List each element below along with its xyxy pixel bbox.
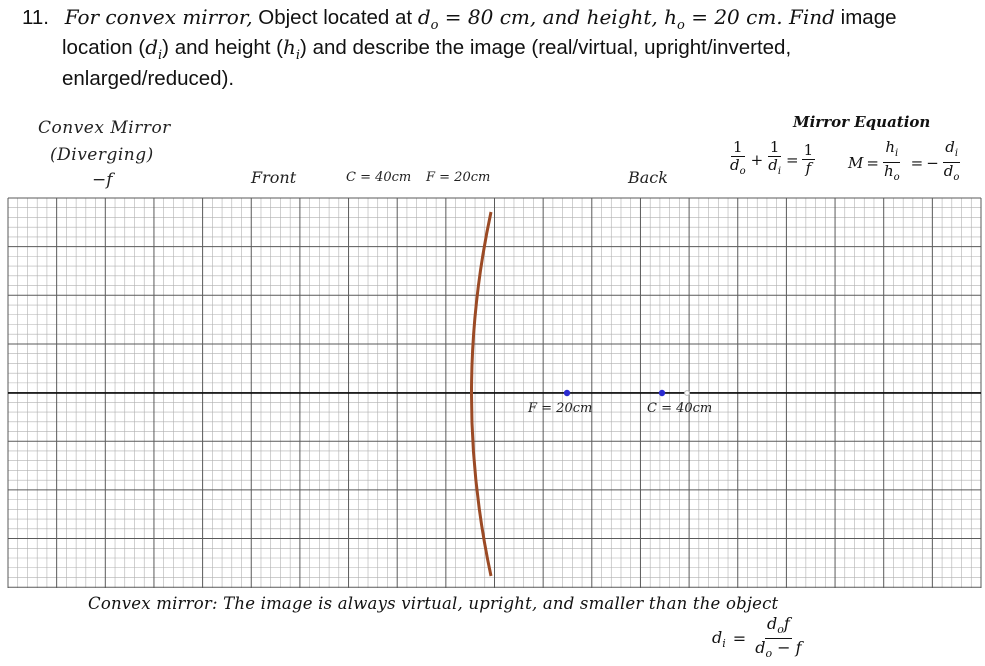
do-sub: o: [953, 172, 960, 183]
frac-hi-ho: hi ho: [882, 139, 902, 186]
question-line2-e: ) and describe the image (real/virtual, …: [300, 36, 792, 59]
frac-denominator: do − f: [753, 639, 803, 662]
f-value-label: F = 20cm: [426, 170, 491, 185]
convex-mirror-curve: [470, 211, 493, 577]
do-symbol: d: [730, 156, 740, 174]
frac-numerator: dof: [764, 614, 792, 640]
mirror-equation: 1 do + 1 di = 1 f: [728, 139, 816, 180]
mirror-title: Convex Mirror: [38, 118, 171, 138]
axis-focal-label: F = 20cm: [528, 401, 593, 416]
di-lhs: di: [712, 628, 726, 650]
hi-sub: i: [895, 148, 899, 159]
frac-numerator: 1: [767, 138, 782, 157]
var-do-sub: o: [430, 18, 439, 34]
frac-dof-over-do-minus-f: dof do − f: [753, 615, 803, 662]
magnification-equation: M = hi ho = − di do: [848, 139, 961, 186]
do-symbol: d: [943, 162, 954, 180]
var-ho-sub: o: [677, 18, 685, 34]
di-symbol: d: [945, 138, 955, 156]
frac-denominator: ho: [882, 163, 902, 186]
frac-1-f: 1 f: [801, 141, 816, 177]
equals-sign: =: [866, 153, 879, 172]
question-mirror-type: For convex mirror,: [64, 5, 253, 29]
plus-sign: +: [750, 150, 764, 169]
front-label: Front: [251, 168, 297, 187]
ho-sub: o: [893, 172, 900, 183]
question-line-2: location (di) and height (hi) and descri…: [62, 32, 791, 71]
do-symbol: d: [755, 638, 766, 658]
frac-numerator: 1: [731, 138, 745, 157]
di-sub: i: [722, 636, 726, 650]
axis-point-marker: [684, 390, 690, 396]
question-text-a: Object located at: [252, 6, 418, 29]
equals-sign: =: [786, 150, 799, 169]
minus-sign: −: [926, 153, 939, 172]
center-curvature-marker: [658, 389, 666, 397]
di-sub: i: [777, 166, 782, 177]
statement-description: : The image is always virtual, upright, …: [211, 594, 779, 613]
axis-center-label: C = 40cm: [647, 401, 713, 416]
mirror-subtitle: (Diverging): [50, 145, 154, 165]
minus-f: − f: [772, 638, 802, 658]
hi-symbol: h: [885, 138, 896, 156]
frac-1-di: 1 di: [766, 139, 783, 180]
do-symbol: d: [766, 614, 778, 633]
question-line3-text: enlarged/reduced).: [62, 67, 235, 90]
var-hi: h: [282, 35, 296, 59]
question-line-1: 11. For convex mirror, Object located at…: [22, 2, 897, 41]
var-do: d: [417, 5, 431, 29]
equals-sign: =: [910, 153, 924, 172]
question-line-3: enlarged/reduced).: [62, 63, 234, 94]
frac-denominator: do: [942, 163, 962, 186]
frac-numerator: hi: [883, 138, 901, 163]
equals-sign: =: [732, 629, 747, 649]
di-sub: i: [954, 148, 959, 159]
di-symbol: d: [768, 156, 778, 174]
question-text-d: image: [834, 6, 897, 29]
frac-denominator: di: [766, 157, 783, 180]
frac-1-do: 1 do: [728, 139, 748, 180]
question-number: 11.: [22, 6, 49, 29]
m-symbol: M: [848, 153, 864, 172]
frac-denominator: do: [728, 157, 748, 180]
frac-numerator: 1: [801, 141, 816, 160]
c-value-label: C = 40cm: [346, 170, 412, 185]
convex-mirror-statement: Convex mirror: The image is always virtu…: [88, 594, 778, 613]
question-text-c: = 20 cm. Find: [684, 5, 835, 29]
question-line2-a: location (: [62, 36, 146, 59]
var-hi-sub: i: [295, 48, 301, 64]
image-distance-formula: di = dof do − f: [712, 615, 804, 662]
do-sub: o: [765, 647, 773, 661]
back-label: Back: [628, 168, 668, 187]
question-line2-c: ) and height (: [162, 36, 283, 59]
statement-mirror: Convex mirror: [88, 594, 212, 613]
di-symbol: d: [712, 627, 723, 647]
mirror-equation-title: Mirror Equation: [793, 113, 931, 131]
f-symbol: f: [783, 614, 790, 633]
ray-diagram-grid: [7, 197, 982, 588]
var-di-sub: i: [158, 48, 163, 64]
do-sub: o: [739, 166, 746, 177]
var-di: d: [145, 35, 158, 59]
frac-numerator: di: [943, 138, 961, 163]
do-sub: o: [777, 623, 784, 637]
question-text-b: = 80 cm, and height, h: [438, 5, 678, 29]
ho-symbol: h: [883, 162, 894, 180]
f-symbol: f: [805, 159, 812, 177]
mirror-focal-sign: −f: [92, 170, 113, 190]
focal-point-marker: [563, 389, 571, 397]
frac-di-do: di do: [942, 139, 962, 186]
